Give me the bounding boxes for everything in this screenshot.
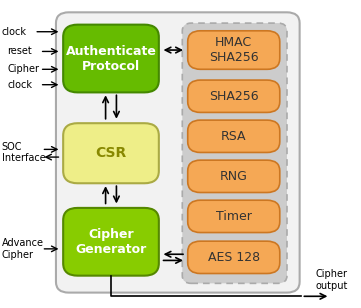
Text: SOC
Interface: SOC Interface (2, 142, 45, 163)
FancyBboxPatch shape (188, 241, 280, 274)
Text: CSR: CSR (95, 146, 127, 160)
FancyBboxPatch shape (63, 208, 159, 276)
FancyBboxPatch shape (63, 25, 159, 92)
FancyBboxPatch shape (63, 123, 159, 183)
FancyBboxPatch shape (188, 160, 280, 192)
FancyBboxPatch shape (188, 200, 280, 233)
Text: Cipher
Generator: Cipher Generator (75, 228, 147, 256)
Text: Timer: Timer (216, 210, 252, 223)
Text: clock: clock (7, 80, 32, 90)
Text: SHA256: SHA256 (209, 90, 258, 103)
Text: Advance
Cipher: Advance Cipher (2, 238, 44, 260)
Text: clock: clock (2, 27, 27, 37)
FancyBboxPatch shape (188, 80, 280, 112)
Text: reset: reset (7, 47, 32, 56)
Text: HMAC
SHA256: HMAC SHA256 (209, 36, 258, 64)
FancyBboxPatch shape (188, 120, 280, 152)
FancyBboxPatch shape (56, 12, 300, 293)
Text: RSA: RSA (221, 130, 247, 143)
FancyBboxPatch shape (182, 23, 287, 283)
Text: AES 128: AES 128 (208, 251, 260, 264)
FancyBboxPatch shape (188, 31, 280, 69)
Text: Authenticate
Protocol: Authenticate Protocol (66, 45, 156, 72)
Text: Cipher
output: Cipher output (316, 270, 348, 291)
Text: Cipher: Cipher (7, 64, 39, 74)
Text: RNG: RNG (220, 170, 248, 183)
